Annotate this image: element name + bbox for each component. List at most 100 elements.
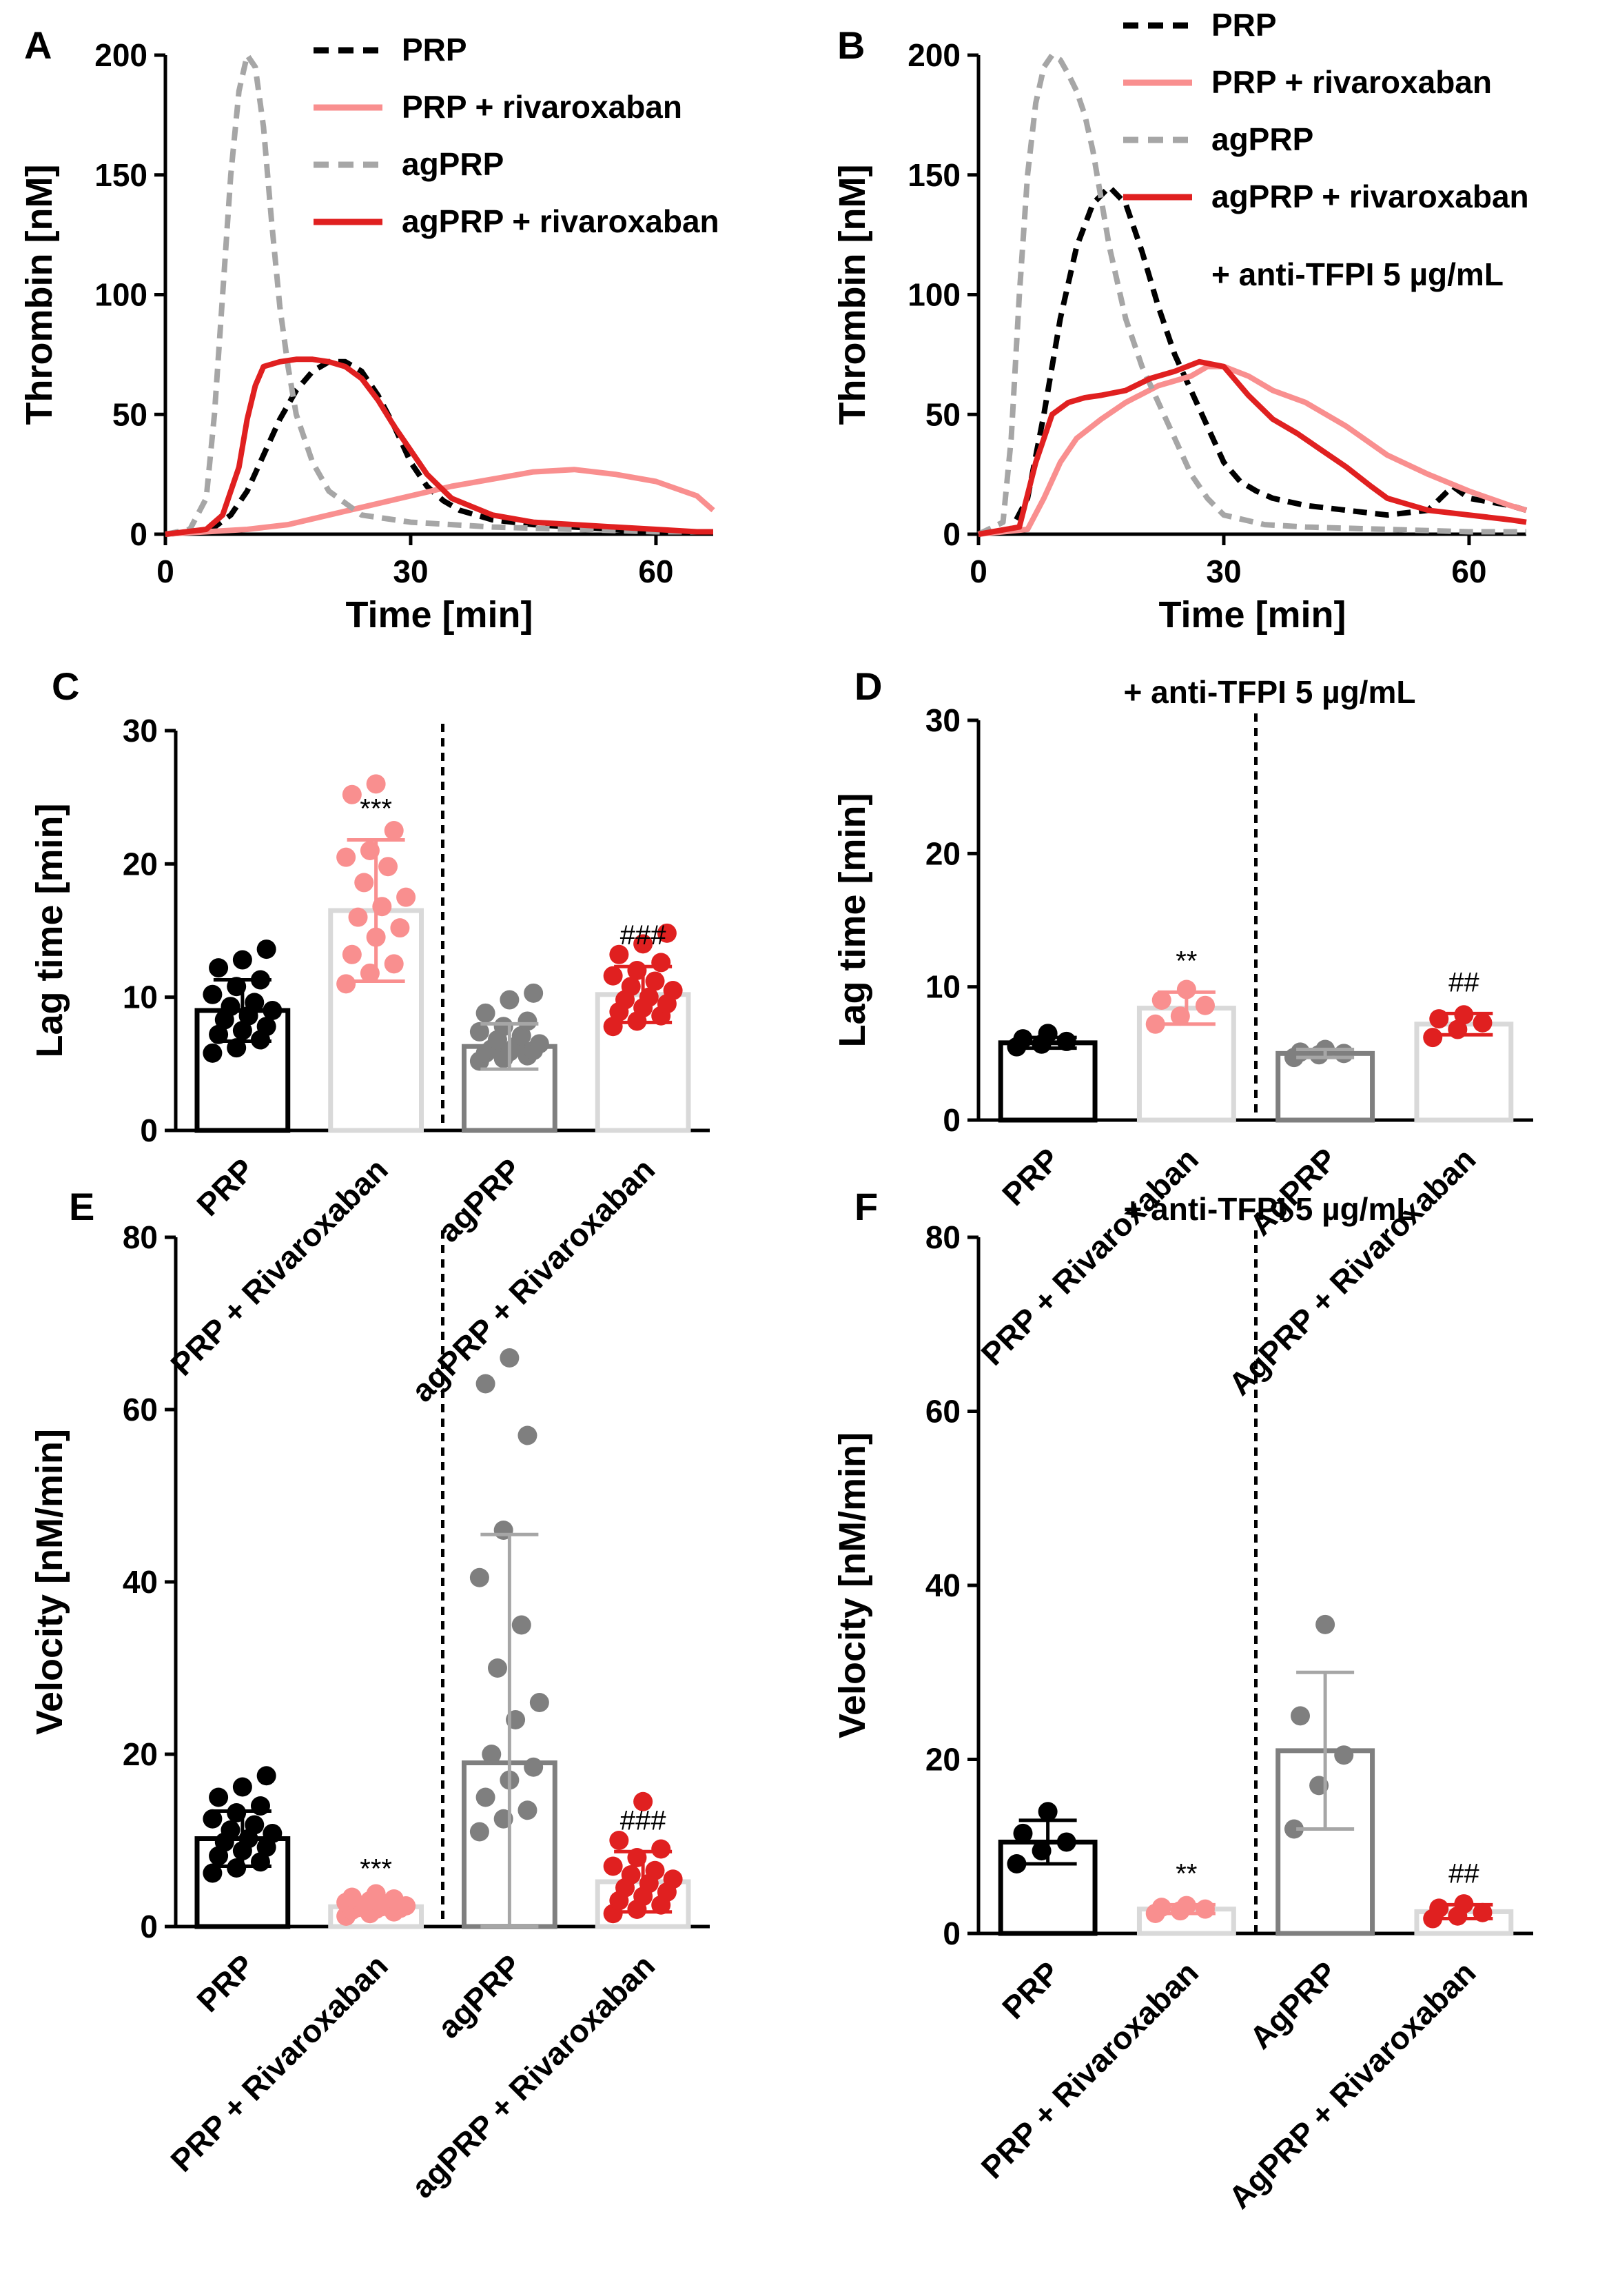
category-label: PRP + Rivaroxaban xyxy=(163,1151,394,1382)
data-point xyxy=(621,977,641,997)
panel-d: D 0 10 20 30 Lag time [min] + anti-TFPI 5 µg/m… xyxy=(832,664,1533,1402)
y-tick-label: 0 xyxy=(943,1102,961,1138)
data-point xyxy=(645,1860,665,1880)
y-tick-label: 30 xyxy=(123,713,158,749)
legend-entry: agPRP + rivaroxaban xyxy=(402,203,719,239)
data-point xyxy=(1473,1013,1493,1033)
data-point xyxy=(1013,1823,1033,1843)
data-point xyxy=(342,784,362,804)
data-point xyxy=(209,1024,229,1044)
data-point xyxy=(524,1757,544,1777)
data-point xyxy=(1315,1614,1335,1634)
data-point xyxy=(203,1809,223,1829)
data-point xyxy=(1007,1854,1027,1873)
data-point xyxy=(256,939,276,959)
data-point xyxy=(651,1839,671,1859)
data-point xyxy=(609,944,629,964)
series-line-agprp-rivaroxaban xyxy=(165,356,713,537)
y-tick-label: 20 xyxy=(925,835,961,871)
x-tick-label: 0 xyxy=(970,553,987,589)
data-point xyxy=(203,1043,223,1063)
panel-f: F 0 20 40 60 80 Velocity [nM/min] + anti-TFPI 5… xyxy=(832,1185,1533,2215)
data-point xyxy=(336,847,356,867)
y-tick-label: 50 xyxy=(925,396,961,432)
y-tick-label: 0 xyxy=(140,1909,158,1944)
data-point xyxy=(396,887,416,907)
x-tick-label: 60 xyxy=(1451,553,1486,589)
data-point xyxy=(524,983,544,1003)
data-point xyxy=(221,1820,240,1840)
significance-label: *** xyxy=(360,1853,392,1884)
legend-entry: agPRP xyxy=(1211,121,1313,157)
data-point xyxy=(657,923,677,943)
significance-label: ## xyxy=(1448,967,1479,997)
data-point xyxy=(633,934,653,954)
legend-entry: PRP xyxy=(402,32,467,68)
x-tick-label: 60 xyxy=(638,553,673,589)
chart-title: + anti-TFPI 5 µg/mL xyxy=(1124,674,1416,710)
y-axis-title: Velocity [nM/min] xyxy=(29,1429,70,1735)
series-line-agprp xyxy=(977,52,1526,537)
panel-c: C 0 10 20 30 Lag time [min] PRP *** PRP + Rivaro… xyxy=(29,664,710,1409)
data-point xyxy=(256,1017,276,1037)
y-tick-label: 200 xyxy=(908,37,961,73)
chart-title: + anti-TFPI 5 µg/mL xyxy=(1124,1191,1416,1227)
data-point xyxy=(1145,1014,1165,1034)
data-point xyxy=(336,974,356,994)
data-point xyxy=(1429,1898,1449,1918)
data-point xyxy=(475,1787,495,1807)
category-label: PRP + Rivaroxaban xyxy=(163,1947,394,2178)
legend-entry: PRP xyxy=(1211,7,1277,43)
category-label: AgPRP + Rivaroxaban xyxy=(1222,1954,1483,2215)
x-tick-label: 30 xyxy=(1206,553,1241,589)
panel-letter: C xyxy=(52,664,79,708)
y-tick-label: 20 xyxy=(123,1736,158,1772)
significance-label: ** xyxy=(1176,946,1197,976)
data-point xyxy=(475,1003,495,1023)
data-point xyxy=(663,981,683,1000)
data-point xyxy=(209,958,229,978)
category-label: agPRP xyxy=(431,1947,529,2045)
data-point xyxy=(1334,1044,1354,1064)
data-point xyxy=(232,950,252,970)
panel-letter: D xyxy=(854,664,882,708)
data-point xyxy=(384,821,404,840)
y-tick-label: 0 xyxy=(130,516,147,552)
annotation-label: + anti-TFPI 5 µg/mL xyxy=(1211,256,1504,292)
data-point xyxy=(1195,1899,1215,1919)
data-point xyxy=(469,1022,489,1042)
y-axis-title: Velocity [nM/min] xyxy=(832,1432,873,1738)
y-tick-label: 60 xyxy=(925,1394,961,1430)
data-point xyxy=(645,971,665,991)
category-label: PRP xyxy=(189,1947,261,2019)
category-label: agPRP + Rivaroxaban xyxy=(404,1947,662,2204)
data-point xyxy=(482,1745,502,1764)
series-line-prp-rivaroxaban xyxy=(978,363,1528,537)
data-point xyxy=(1423,1028,1443,1048)
data-point xyxy=(517,1425,537,1445)
panel-a: A 0 50 100 150 200 Thrombin [nM] 0 30 60 Time [min… xyxy=(19,23,719,636)
y-tick-label: 40 xyxy=(123,1564,158,1600)
data-point xyxy=(475,1374,495,1394)
x-axis-title: Time [min] xyxy=(345,594,533,636)
y-tick-label: 80 xyxy=(925,1219,961,1255)
y-tick-label: 100 xyxy=(908,277,961,313)
data-point xyxy=(469,1567,489,1587)
y-tick-label: 150 xyxy=(94,157,147,193)
data-point xyxy=(1056,1832,1076,1852)
y-tick-label: 50 xyxy=(112,396,147,432)
panel-letter: A xyxy=(24,23,52,67)
y-tick-label: 200 xyxy=(94,37,147,73)
data-point xyxy=(227,1038,247,1058)
y-tick-label: 40 xyxy=(925,1567,961,1603)
data-point xyxy=(1284,1819,1304,1839)
category-label: AgPRP xyxy=(1242,1954,1344,2055)
data-point xyxy=(529,1034,549,1054)
data-point xyxy=(366,774,386,794)
y-axis-title: Lag time [min] xyxy=(29,803,70,1057)
data-point xyxy=(390,918,410,938)
y-tick-label: 0 xyxy=(943,1916,961,1951)
category-label: AgPRP + Rivaroxaban xyxy=(1222,1141,1483,1402)
y-axis-title: Thrombin [nM] xyxy=(19,165,60,425)
data-point xyxy=(651,953,671,973)
